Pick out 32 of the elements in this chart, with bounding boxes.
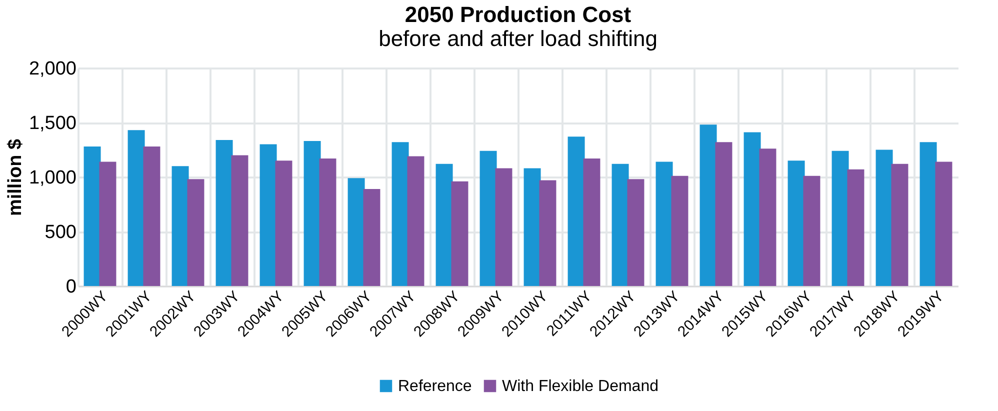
- bar: [583, 158, 600, 286]
- bar: [715, 142, 732, 286]
- bar: [847, 169, 864, 286]
- y-axis-title: million $: [4, 138, 26, 216]
- bar: [671, 176, 688, 286]
- bar: [436, 164, 453, 286]
- bar: [568, 136, 585, 286]
- chart-title: 2050 Production Cost: [404, 2, 632, 27]
- bar: [891, 164, 908, 286]
- chart-subtitle: before and after load shifting: [378, 26, 658, 51]
- bar: [231, 155, 248, 286]
- bar: [451, 181, 468, 286]
- y-tick-label: 2,000: [28, 58, 76, 80]
- bar: [319, 158, 336, 286]
- bar: [187, 179, 204, 286]
- bar: [935, 162, 952, 286]
- bar: [803, 176, 820, 286]
- bar: [759, 148, 776, 286]
- legend-label: With Flexible Demand: [502, 378, 658, 395]
- bar: [407, 156, 424, 286]
- bar: [832, 150, 849, 286]
- y-tick-label: 1,500: [28, 113, 76, 134]
- y-tick-label: 1,000: [28, 168, 76, 188]
- y-tick-label: 500: [44, 222, 76, 243]
- bar: [99, 162, 116, 286]
- bar: [363, 188, 380, 286]
- bar: [539, 180, 556, 286]
- legend-label: Reference: [398, 378, 472, 395]
- bar: [495, 168, 512, 286]
- bar: [627, 179, 644, 286]
- bar: [275, 160, 292, 286]
- bar: [143, 146, 160, 286]
